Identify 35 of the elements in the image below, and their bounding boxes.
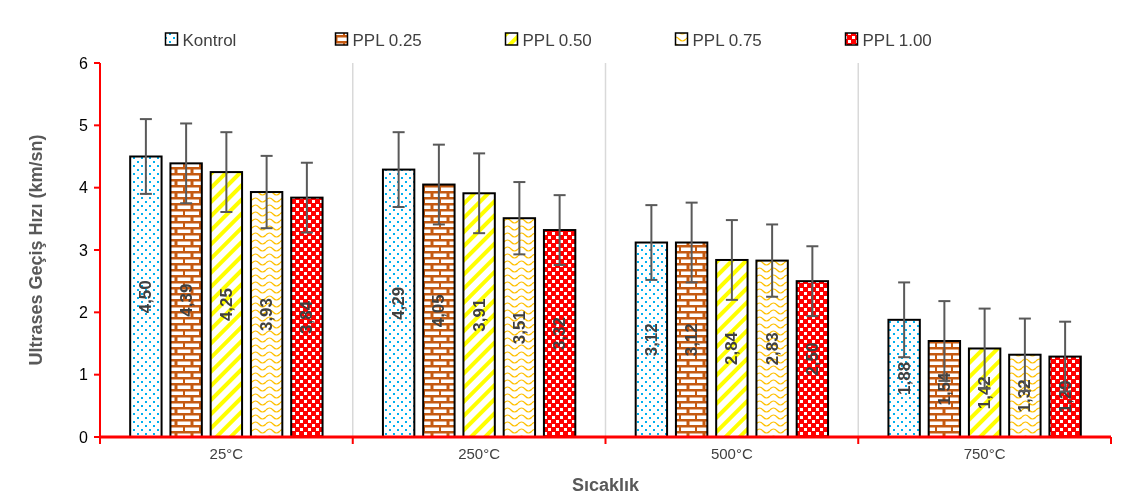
legend-label: PPL 0.75: [692, 30, 762, 50]
data-label: 4,50: [136, 280, 156, 314]
data-label: 1,88: [894, 361, 914, 395]
x-tick-label: 750°C: [963, 445, 1006, 462]
y-tick-label: 0: [79, 428, 89, 446]
data-label: 4,25: [216, 287, 236, 322]
data-label: 3,84: [297, 300, 317, 334]
data-label: 3,12: [641, 323, 661, 357]
y-tick-label: 2: [79, 303, 89, 321]
data-label: 4,29: [389, 286, 409, 320]
y-tick-label: 6: [79, 54, 89, 72]
data-label: 3,51: [509, 311, 529, 345]
x-tick-label: 250°C: [458, 445, 501, 462]
data-label: 3,12: [682, 323, 702, 357]
x-tick-label: 25°C: [209, 445, 244, 462]
data-label: 2,50: [802, 342, 822, 376]
data-label: 2,83: [762, 332, 782, 366]
y-tick-label: 5: [79, 116, 89, 134]
y-tick-label: 1: [79, 366, 89, 384]
legend-label: PPL 0.50: [522, 30, 592, 50]
data-label: 4,39: [176, 283, 196, 317]
legend-label: Kontrol: [182, 30, 237, 50]
legend-label: PPL 1.00: [862, 30, 932, 50]
data-label: 3,91: [469, 298, 489, 332]
y-tick-label: 4: [79, 179, 89, 197]
y-axis-title: Ultrases Geçiş Hızı (km/sn): [26, 134, 46, 366]
data-label: 4,05: [429, 294, 449, 328]
data-label: 1,54: [934, 371, 954, 406]
x-axis-title: Sıcaklık: [571, 475, 641, 495]
legend-label: PPL 0.25: [352, 30, 422, 50]
data-label: 3,93: [257, 297, 277, 332]
x-tick-label: 500°C: [710, 445, 753, 462]
data-label: 2,84: [722, 331, 742, 366]
data-label: 3,32: [550, 316, 570, 351]
y-tick-label: 3: [79, 241, 89, 259]
